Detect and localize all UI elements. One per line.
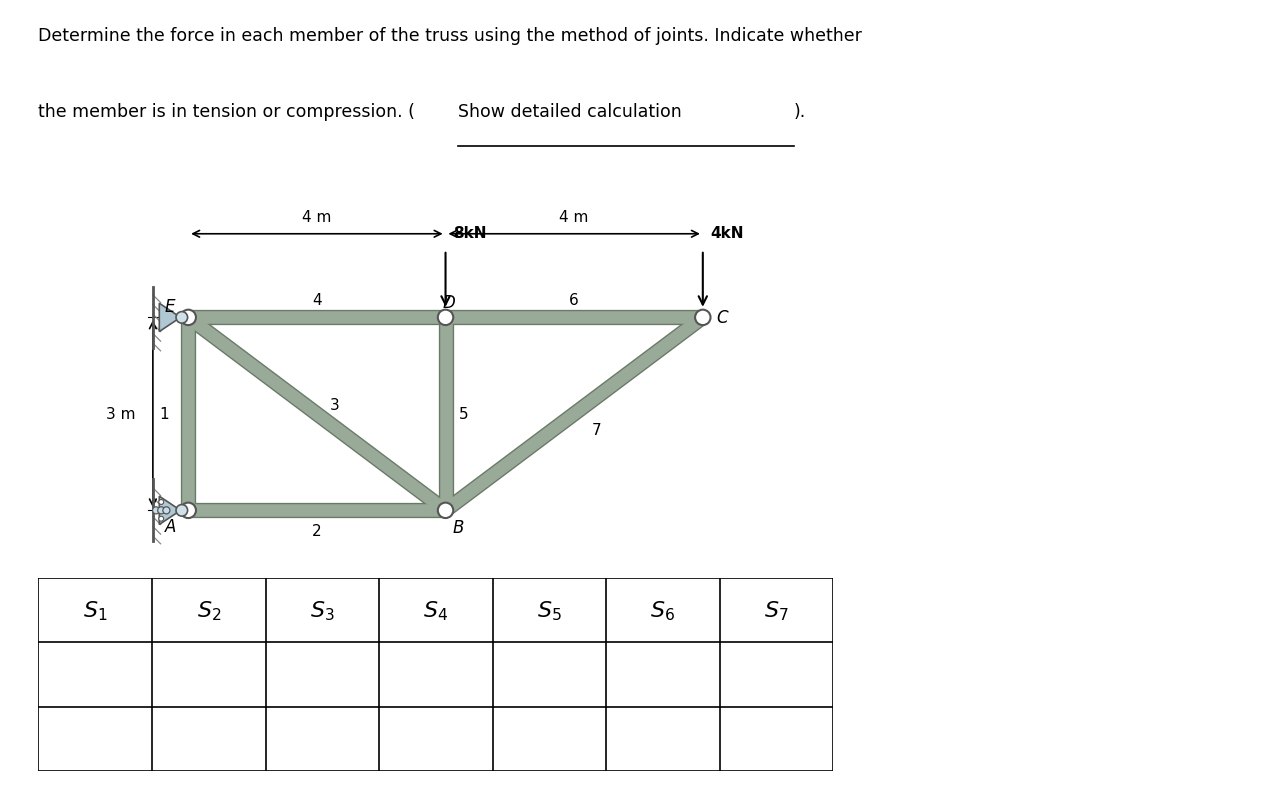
Text: 6: 6 <box>569 292 579 308</box>
Circle shape <box>159 516 164 521</box>
Text: B: B <box>453 519 464 536</box>
Text: C: C <box>717 309 728 327</box>
Text: 4kN: 4kN <box>710 226 744 241</box>
Circle shape <box>159 500 164 505</box>
Circle shape <box>181 503 196 519</box>
Polygon shape <box>159 304 181 332</box>
Text: 4: 4 <box>312 292 322 308</box>
Text: $S_6$: $S_6$ <box>650 598 676 622</box>
Circle shape <box>181 310 196 326</box>
Text: Determine the force in each member of the truss using the method of joints. Indi: Determine the force in each member of th… <box>38 26 863 44</box>
Circle shape <box>153 507 160 514</box>
Text: 3 m: 3 m <box>106 407 136 422</box>
Text: 4 m: 4 m <box>559 210 588 225</box>
Circle shape <box>695 310 710 326</box>
Text: $S_1$: $S_1$ <box>83 598 108 622</box>
Text: $S_2$: $S_2$ <box>196 598 221 622</box>
Text: E: E <box>165 297 176 316</box>
Circle shape <box>438 503 454 519</box>
Text: $S_3$: $S_3$ <box>310 598 335 622</box>
Text: 3: 3 <box>329 397 340 412</box>
Circle shape <box>163 507 171 514</box>
Circle shape <box>438 310 454 326</box>
Polygon shape <box>159 496 181 525</box>
Text: $S_4$: $S_4$ <box>423 598 449 622</box>
Text: Show detailed calculation: Show detailed calculation <box>458 103 682 120</box>
Text: 7: 7 <box>592 423 601 438</box>
Circle shape <box>158 507 165 514</box>
Text: ).: ). <box>794 103 806 120</box>
Text: $S_7$: $S_7$ <box>764 598 788 622</box>
Circle shape <box>176 312 187 324</box>
Text: $S_5$: $S_5$ <box>537 598 562 622</box>
Text: 1: 1 <box>159 407 169 422</box>
Text: A: A <box>164 517 176 535</box>
Text: 8kN: 8kN <box>454 226 487 241</box>
Text: D: D <box>444 294 456 312</box>
Circle shape <box>176 505 187 516</box>
Text: 2: 2 <box>312 524 322 539</box>
Text: the member is in tension or compression. (: the member is in tension or compression.… <box>38 103 415 120</box>
Text: 4 m: 4 m <box>303 210 332 225</box>
Text: 5: 5 <box>459 407 468 422</box>
